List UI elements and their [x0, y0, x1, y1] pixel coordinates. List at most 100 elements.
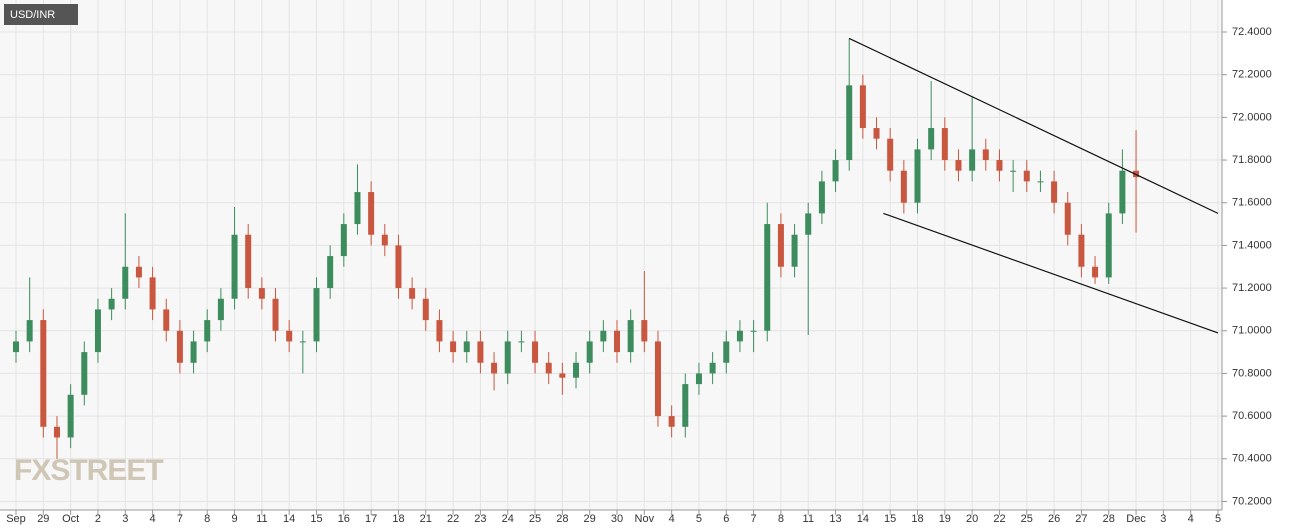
candle-body: [163, 309, 170, 331]
candle-body: [135, 266, 142, 278]
x-tick-label: 22: [447, 513, 459, 525]
x-tick-label: Sep: [6, 513, 26, 525]
candle-body: [13, 341, 19, 353]
x-tick-label: 25: [1021, 513, 1033, 525]
candle-body: [450, 341, 457, 353]
candle-body: [1037, 181, 1044, 183]
candle-body: [149, 277, 156, 310]
candle-body: [299, 341, 306, 343]
x-tick-label: 4: [150, 513, 156, 525]
x-tick-label: 19: [939, 513, 951, 525]
candle-body: [395, 245, 402, 289]
candle-body: [67, 394, 74, 438]
x-tick-label: 23: [474, 513, 486, 525]
x-tick-label: 29: [584, 513, 596, 525]
candle-body: [573, 362, 580, 378]
candle-body: [518, 341, 525, 343]
plot-background: [0, 0, 1222, 510]
candle-body: [709, 362, 716, 374]
x-tick-label: 29: [37, 513, 49, 525]
candle-body: [354, 192, 361, 225]
candle-body: [791, 234, 798, 267]
candle-body: [272, 298, 279, 331]
watermark: FXSTREET: [14, 454, 163, 487]
candle-body: [627, 320, 634, 353]
candle-body: [368, 192, 375, 235]
candle-body: [873, 128, 880, 139]
candle-body: [682, 384, 689, 427]
x-tick-label: Nov: [635, 513, 655, 525]
chart-title: USD/INR: [10, 9, 55, 21]
y-tick-label: 71.8000: [1232, 154, 1272, 166]
candle-body: [832, 160, 839, 182]
candle-body: [477, 341, 484, 363]
candle-body: [764, 224, 771, 331]
x-tick-label: 7: [177, 513, 183, 525]
x-tick-label: 3: [122, 513, 128, 525]
trendline: [848, 37, 1219, 214]
x-tick-label: 5: [696, 513, 702, 525]
x-tick-label: 9: [231, 513, 237, 525]
candle-body: [941, 128, 948, 161]
candle-body: [777, 224, 784, 267]
candle-body: [1105, 213, 1112, 278]
y-tick-label: 70.8000: [1232, 367, 1272, 379]
candle-body: [695, 373, 702, 385]
candle-body: [1064, 202, 1071, 235]
x-tick-label: 16: [338, 513, 350, 525]
candle-body: [982, 149, 989, 161]
candle-body: [928, 128, 935, 150]
candle-body: [26, 320, 33, 342]
x-tick-label: 2: [95, 513, 101, 525]
candle-body: [53, 426, 60, 438]
candle-body: [381, 234, 388, 246]
candle-body: [245, 234, 252, 289]
x-tick-label: 8: [778, 513, 784, 525]
candle-body: [122, 266, 129, 299]
candle-body: [887, 138, 894, 171]
x-tick-label: 20: [966, 513, 978, 525]
x-tick-label: 8: [204, 513, 210, 525]
x-tick-label: 11: [256, 513, 267, 525]
candle-body: [94, 309, 101, 353]
candle-body: [176, 330, 183, 363]
x-tick-label: 14: [857, 513, 869, 525]
x-tick-label: Dec: [1126, 513, 1146, 525]
x-tick-label: 27: [1075, 513, 1087, 525]
candle-body: [491, 362, 498, 374]
x-tick-label: 22: [993, 513, 1005, 525]
x-tick-label: 6: [723, 513, 729, 525]
candle-body: [723, 341, 730, 363]
marks: [13, 37, 1219, 459]
trendline: [883, 212, 1219, 334]
candle-body: [1078, 234, 1085, 267]
candle-body: [955, 160, 962, 171]
candle-body: [859, 85, 866, 129]
candle-body: [327, 256, 334, 289]
x-tick-label: 7: [751, 513, 757, 525]
x-tick-label: 15: [310, 513, 322, 525]
candle-body: [504, 341, 511, 374]
x-tick-label: 4: [669, 513, 675, 525]
x-tick-label: 18: [392, 513, 404, 525]
title-box: [4, 4, 78, 25]
x-tick-label: 11: [803, 513, 814, 525]
candle-body: [231, 234, 238, 299]
x-tick-label: 14: [283, 513, 295, 525]
candle-body: [463, 341, 470, 353]
x-tick-label: 28: [1103, 513, 1115, 525]
candle-body: [654, 341, 661, 417]
candle-body: [436, 320, 443, 342]
y-tick-label: 70.6000: [1232, 410, 1272, 422]
x-tick-label: 15: [884, 513, 896, 525]
candle-body: [422, 298, 429, 321]
candle-body: [586, 341, 593, 363]
candle-body: [81, 352, 88, 395]
candle-body: [668, 416, 675, 427]
candle-body: [818, 181, 825, 214]
y-tick-label: 70.2000: [1232, 495, 1272, 507]
y-tick-label: 72.0000: [1232, 111, 1272, 123]
candle-body: [1092, 266, 1099, 278]
y-tick-label: 72.4000: [1232, 26, 1272, 38]
